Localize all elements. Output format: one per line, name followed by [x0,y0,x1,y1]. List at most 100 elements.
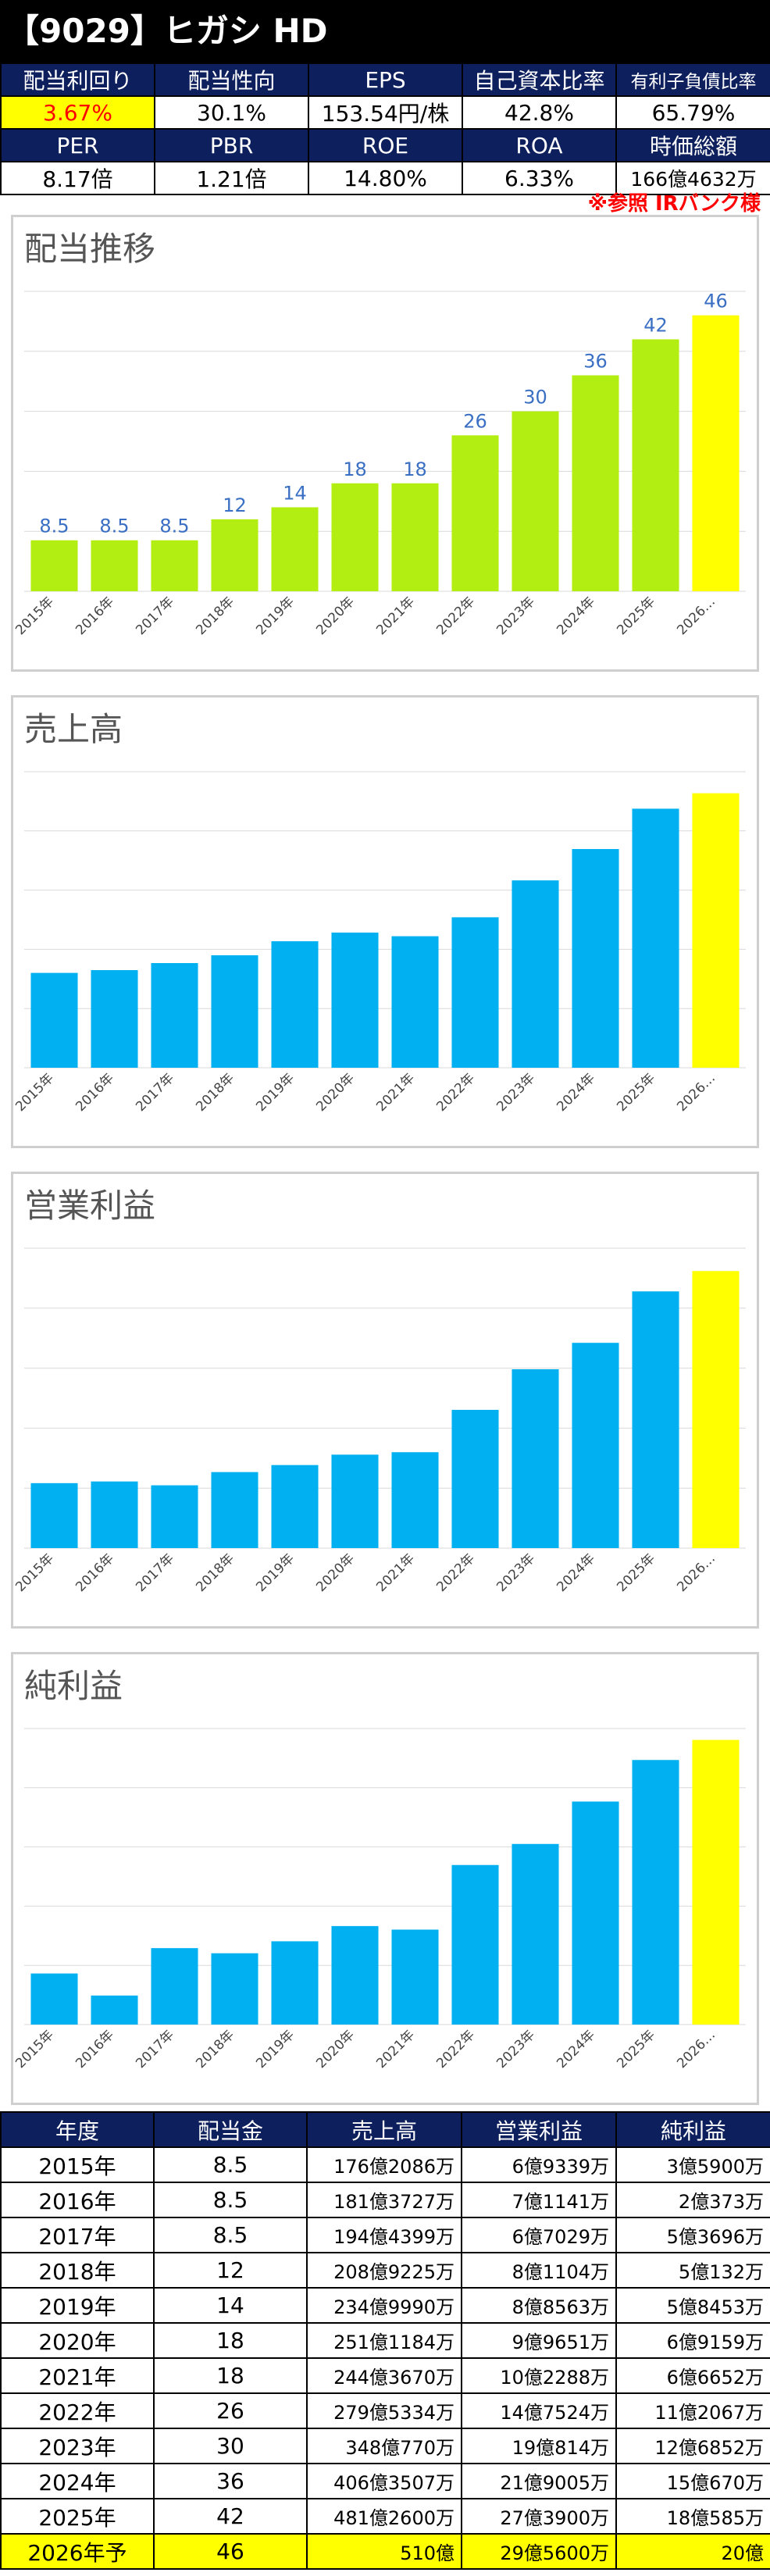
sales-cell: 234億9990万 [306,2287,462,2324]
dividend-cell: 8.5 [153,2217,308,2253]
table-row: 2017年 8.5 194億4399万 6億7029万 5億3696万 [0,2217,770,2253]
bar [512,1369,559,1548]
dividend-cell: 18 [153,2322,308,2359]
data-label: 26 [463,410,487,432]
data-label: 18 [403,458,427,480]
year-cell: 2023年 [0,2428,155,2464]
source-note: ※参照 IRバンク様 [587,192,761,216]
x-tick-label: 2015年 [13,1070,57,1115]
bar [331,1454,379,1548]
data-label: 42 [643,314,668,336]
chart-svg: 売上高 2015年 2016年 2017年 2018年 2019年 2020年 2021年 20… [13,710,746,1115]
bar [91,970,138,1068]
net-profit-cell: 5億132万 [615,2252,770,2289]
bar [271,1465,319,1548]
bar [451,1410,499,1548]
x-tick-label: 2020年 [313,2027,358,2071]
data-label: 8.5 [159,516,189,537]
bar [211,955,258,1068]
x-tick-label: 2026… [674,2027,718,2071]
sales-cell: 208億9225万 [306,2252,462,2289]
bar [151,540,198,591]
table-row: 2019年 14 234億9990万 8億8563万 5億8453万 [0,2287,770,2324]
financial-table: 年度 配当金 売上高 営業利益 純利益 2015年 8.5 176億2086万 6億9… [0,2111,770,2570]
chart-title: 純利益 [24,1667,123,1705]
bar [512,1843,559,2025]
net-profit-chart-panel: 純利益 2015年 2016年 2017年 2018年 2019年 2020年 2021年 20… [11,1652,759,2105]
net-profit-cell: 11億2067万 [615,2392,770,2429]
x-tick-label: 2022年 [433,1550,478,1595]
year-cell: 2018年 [0,2252,155,2289]
x-tick-label: 2023年 [494,1070,538,1115]
dividend-cell: 42 [153,2498,308,2535]
sales-cell: 279億5334万 [306,2392,462,2429]
bar [572,375,619,591]
table-row: 2026年予 46 510億 29億5600万 20億 [0,2533,770,2570]
x-tick-label: 2016年 [73,1070,117,1115]
bar [632,1291,679,1548]
bar [30,972,78,1068]
eps-value: 153.54円/株 [308,95,463,130]
year-cell: 2016年 [0,2182,155,2218]
net-profit-cell: 6億6652万 [615,2357,770,2394]
forecast-bar [692,793,740,1068]
year-cell: 2015年 [0,2146,155,2183]
x-tick-label: 2015年 [13,2027,57,2071]
data-label: 18 [343,458,367,480]
table-row: 2024年 36 406億3507万 21億9005万 15億670万 [0,2463,770,2499]
operating-profit-cell: 6億7029万 [461,2217,617,2253]
x-tick-label: 2025年 [614,1550,658,1595]
table-row: 2023年 30 348億770万 19億814万 12億6852万 [0,2428,770,2464]
net-profit-cell: 18億585万 [615,2498,770,2535]
data-label: 14 [283,482,307,504]
net-profit-cell: 5億8453万 [615,2287,770,2324]
bar [331,932,379,1068]
debt-ratio-label: 有利子負債比率 [615,62,770,97]
bar [151,1948,198,2025]
data-label: 46 [704,291,728,312]
bar [91,540,138,591]
x-tick-label: 2025年 [614,594,658,638]
dividend-yield-label: 配当利回り [0,62,155,97]
net-profit-cell: 12億6852万 [615,2428,770,2464]
forecast-bar [692,1271,740,1548]
x-tick-label: 2017年 [133,2027,177,2071]
x-tick-label: 2019年 [253,594,298,638]
year-cell: 2019年 [0,2287,155,2324]
financial-table-header: 年度 配当金 売上高 営業利益 純利益 [0,2111,770,2148]
x-tick-label: 2021年 [373,1070,418,1115]
dividend-cell: 8.5 [153,2182,308,2218]
market-cap-label: 時価総額 [615,128,770,162]
bar [632,1760,679,2025]
chart-title: 売上高 [24,710,123,748]
equity-ratio-label: 自己資本比率 [462,62,617,97]
pbr-label: PBR [154,128,309,162]
year-cell: 2024年 [0,2463,155,2499]
x-tick-label: 2022年 [433,594,478,638]
table-row: 2015年 8.5 176億2086万 6億9339万 3億5900万 [0,2146,770,2183]
x-tick-label: 2024年 [554,594,598,638]
sales-cell: 244億3670万 [306,2357,462,2394]
x-tick-label: 2024年 [554,2027,598,2071]
x-tick-label: 2019年 [253,2027,298,2071]
bar [391,483,439,591]
x-tick-label: 2023年 [494,2027,538,2071]
forecast-bar [692,315,740,591]
operating-profit-cell: 9億9651万 [461,2322,617,2359]
operating-profit-cell: 14億7524万 [461,2392,617,2429]
net-profit-cell: 6億9159万 [615,2322,770,2359]
dividend-cell: 46 [153,2533,308,2570]
x-tick-label: 2016年 [73,594,117,638]
bar [572,1801,619,2025]
col-header-year: 年度 [0,2111,155,2148]
data-label: 30 [523,387,547,409]
x-tick-label: 2016年 [73,2027,117,2071]
roa-label: ROA [462,128,617,162]
x-tick-label: 2018年 [193,1550,237,1595]
page-title: 【9029】ヒガシ HD [0,0,770,62]
table-row: 2022年 26 279億5334万 14億7524万 11億2067万 [0,2392,770,2429]
chart-svg: 配当推移 8.5 2015年 8.5 2016年 8.5 2017年 12 2018年 14 201… [13,230,746,638]
chart-title: 配当推移 [24,230,155,268]
data-label: 36 [583,351,608,373]
net-profit-cell: 5億3696万 [615,2217,770,2253]
